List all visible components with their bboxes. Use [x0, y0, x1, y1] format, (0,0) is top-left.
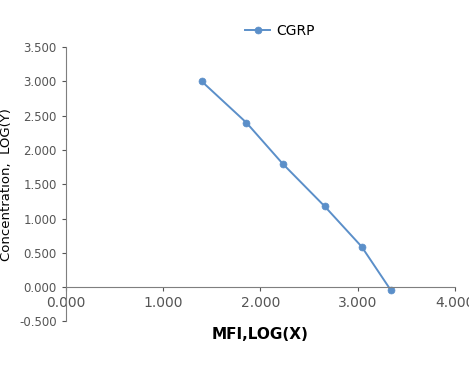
CGRP	[322, 204, 328, 209]
CGRP	[388, 288, 393, 293]
Legend: CGRP: CGRP	[240, 18, 320, 44]
Y-axis label: Concentration,  LOG(Y): Concentration, LOG(Y)	[0, 108, 14, 261]
CGRP	[243, 120, 249, 125]
X-axis label: MFI,LOG(X): MFI,LOG(X)	[212, 327, 309, 342]
Line: CGRP: CGRP	[198, 78, 394, 294]
CGRP	[280, 162, 286, 166]
CGRP	[199, 79, 204, 84]
CGRP	[359, 244, 364, 249]
